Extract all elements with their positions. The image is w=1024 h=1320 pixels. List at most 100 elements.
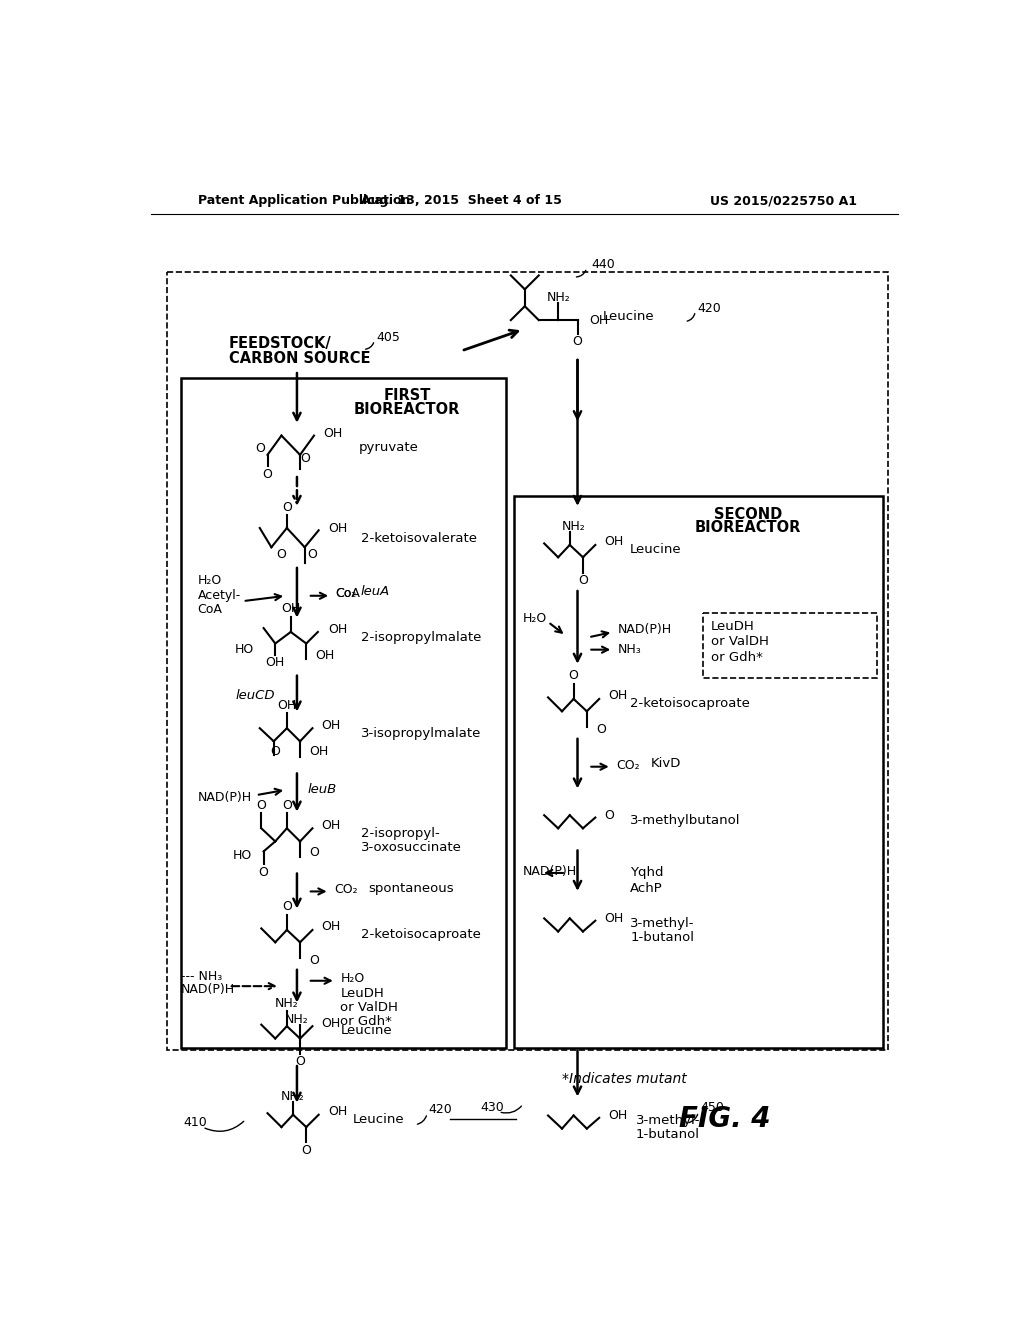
Text: or Gdh*: or Gdh*	[711, 651, 763, 664]
Text: 440: 440	[592, 259, 615, 271]
Text: OH: OH	[604, 536, 624, 548]
Text: 410: 410	[183, 1115, 208, 1129]
Text: pyruvate: pyruvate	[359, 441, 419, 454]
Text: NAD(P)H: NAD(P)H	[180, 983, 234, 997]
Text: O: O	[309, 954, 319, 968]
Text: OH: OH	[328, 521, 347, 535]
Text: O: O	[309, 846, 319, 859]
Text: BIOREACTOR: BIOREACTOR	[695, 520, 801, 536]
Text: 405: 405	[376, 330, 400, 343]
Text: or ValDH: or ValDH	[340, 1001, 398, 1014]
FancyArrowPatch shape	[501, 1106, 521, 1113]
Text: H₂O: H₂O	[340, 972, 365, 985]
Text: AchP: AchP	[630, 882, 663, 895]
Text: 420: 420	[429, 1102, 453, 1115]
Text: --- NH₃: --- NH₃	[180, 970, 222, 982]
Text: 2-ketoisocaproate: 2-ketoisocaproate	[360, 928, 480, 941]
Text: Leucine: Leucine	[630, 543, 682, 556]
Text: FIRST: FIRST	[383, 388, 431, 403]
Text: NH₂: NH₂	[562, 520, 586, 533]
Text: OH: OH	[328, 623, 347, 636]
Text: 450: 450	[700, 1101, 724, 1114]
Text: CO₂: CO₂	[334, 883, 357, 896]
Text: O: O	[262, 467, 272, 480]
FancyArrowPatch shape	[205, 1121, 244, 1131]
Text: OH: OH	[265, 656, 285, 669]
Text: NAD(P)H: NAD(P)H	[523, 865, 578, 878]
Text: CoA: CoA	[336, 587, 360, 601]
Text: OH: OH	[309, 744, 329, 758]
Text: O: O	[259, 866, 268, 879]
Bar	[180, 378, 506, 1048]
Text: O: O	[276, 548, 287, 561]
Text: 3-isopropylmalate: 3-isopropylmalate	[360, 727, 481, 741]
Text: 430: 430	[480, 1101, 505, 1114]
Text: OH: OH	[328, 1105, 347, 1118]
Text: Leucine: Leucine	[352, 1113, 404, 1126]
Text: Leucine: Leucine	[602, 310, 654, 323]
Text: O: O	[578, 574, 588, 587]
Text: OH: OH	[589, 314, 608, 326]
Text: Acetyl-: Acetyl-	[198, 589, 241, 602]
Bar	[703, 612, 878, 678]
Text: NH₂: NH₂	[275, 997, 299, 1010]
Text: leuA: leuA	[360, 585, 390, 598]
Text: O: O	[282, 799, 292, 812]
Text: 3-methyl-: 3-methyl-	[630, 917, 694, 931]
Text: 2-isopropyl-: 2-isopropyl-	[360, 828, 439, 841]
Text: CO₂: CO₂	[616, 759, 640, 772]
Text: OH: OH	[608, 689, 628, 702]
Text: OH: OH	[322, 820, 341, 833]
FancyArrowPatch shape	[418, 1115, 426, 1125]
Text: Patent Application Publication: Patent Application Publication	[198, 194, 411, 207]
Text: leuB: leuB	[308, 783, 337, 796]
Text: HO: HO	[234, 643, 254, 656]
Text: 420: 420	[697, 302, 721, 315]
Text: Aug. 13, 2015  Sheet 4 of 15: Aug. 13, 2015 Sheet 4 of 15	[360, 194, 562, 207]
FancyArrowPatch shape	[577, 271, 586, 277]
Text: 3-methyl-: 3-methyl-	[636, 1114, 700, 1127]
Text: or Gdh*: or Gdh*	[340, 1015, 392, 1028]
Bar	[167, 272, 888, 1051]
Text: Leucine: Leucine	[340, 1024, 392, 1038]
Text: OH: OH	[322, 719, 341, 733]
Text: O: O	[307, 548, 317, 561]
Text: NH₂: NH₂	[546, 290, 570, 304]
Text: *Indicates mutant: *Indicates mutant	[562, 1072, 687, 1085]
FancyArrowPatch shape	[366, 343, 374, 350]
Text: NH₃: NH₃	[617, 643, 642, 656]
Text: O: O	[301, 1143, 311, 1156]
Text: OH: OH	[322, 920, 341, 933]
Text: NH₂: NH₂	[285, 1012, 309, 1026]
Text: OH: OH	[322, 1016, 341, 1030]
Text: LeuDH: LeuDH	[711, 620, 755, 634]
Text: 3-methylbutanol: 3-methylbutanol	[630, 814, 740, 828]
Text: H₂O: H₂O	[523, 612, 548, 626]
Bar	[514, 496, 883, 1048]
Text: O: O	[282, 500, 292, 513]
Text: OH: OH	[282, 602, 300, 615]
Text: leuCD: leuCD	[236, 689, 275, 702]
Text: OH: OH	[315, 648, 335, 661]
Text: NAD(P)H: NAD(P)H	[617, 623, 672, 636]
Text: O: O	[596, 723, 606, 737]
Text: OH: OH	[324, 426, 343, 440]
Text: O: O	[572, 335, 583, 348]
Text: FEEDSTOCK/: FEEDSTOCK/	[228, 335, 332, 351]
Text: OH: OH	[278, 698, 297, 711]
Text: O: O	[604, 809, 614, 822]
FancyArrowPatch shape	[689, 1114, 697, 1122]
Text: 2-isopropylmalate: 2-isopropylmalate	[360, 631, 481, 644]
Text: O: O	[270, 744, 281, 758]
Text: O: O	[568, 669, 579, 682]
Text: 2-ketoisovalerate: 2-ketoisovalerate	[360, 532, 476, 545]
Text: LeuDH: LeuDH	[340, 987, 384, 1001]
Text: CoA: CoA	[198, 603, 222, 616]
Text: BIOREACTOR: BIOREACTOR	[354, 401, 460, 417]
Text: O: O	[256, 799, 266, 812]
Text: Co₂: Co₂	[336, 587, 357, 601]
Text: FIG. 4: FIG. 4	[679, 1105, 770, 1134]
Text: 2-ketoisocaproate: 2-ketoisocaproate	[630, 697, 750, 710]
Text: 1-butanol: 1-butanol	[636, 1129, 699, 1142]
Text: O: O	[255, 442, 264, 455]
